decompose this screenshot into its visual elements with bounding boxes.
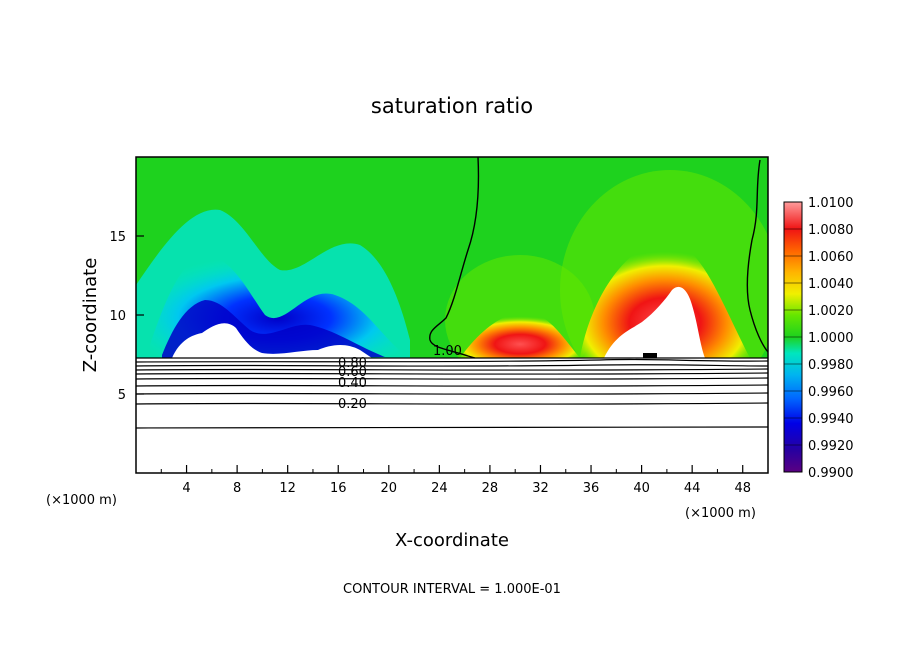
x-tick-label: 16 bbox=[330, 481, 347, 496]
x-tick-label: 32 bbox=[532, 481, 549, 496]
colorbar-ticks: 0.9900 0.9920 0.9940 0.9960 0.9980 1.0000 1.00… bbox=[784, 196, 854, 481]
y-axis-label: Z-coordinate bbox=[80, 258, 101, 373]
chart-title: saturation ratio bbox=[371, 94, 533, 118]
x-axis-label: X-coordinate bbox=[395, 530, 509, 551]
x-unit-label-left: (×1000 m) bbox=[46, 493, 117, 508]
y-axis-ticks: 5 10 15 bbox=[109, 230, 144, 403]
x-tick-label: 12 bbox=[279, 481, 296, 496]
cloud-region-left bbox=[172, 323, 372, 358]
x-tick-label: 20 bbox=[381, 481, 398, 496]
colorbar-tick-label: 1.0060 bbox=[808, 250, 854, 265]
plot-area bbox=[136, 157, 768, 473]
cloud-region-right bbox=[604, 286, 705, 358]
moist-region-left bbox=[460, 311, 580, 358]
colorbar-tick-label: 1.0080 bbox=[808, 223, 854, 238]
x-unit-label-right: (×1000 m) bbox=[685, 506, 756, 521]
x-tick-label: 4 bbox=[182, 481, 190, 496]
colorbar-tick-label: 0.9960 bbox=[808, 385, 854, 400]
x-tick-label: 40 bbox=[633, 481, 650, 496]
colorbar-tick-label: 0.9900 bbox=[808, 466, 854, 481]
contour-label: 0.40 bbox=[338, 376, 367, 391]
contour-label: 1.00 bbox=[433, 344, 462, 359]
x-tick-label: 44 bbox=[684, 481, 701, 496]
contour-1.00-right bbox=[746, 159, 768, 353]
colorbar-tick-label: 1.0000 bbox=[808, 331, 854, 346]
contour-label: 0.60 bbox=[338, 365, 367, 380]
y-tick-label: 5 bbox=[118, 388, 126, 403]
contour-1.00 bbox=[429, 157, 480, 359]
x-tick-label: 28 bbox=[482, 481, 499, 496]
colorbar-tick-label: 0.9920 bbox=[808, 439, 854, 454]
colorbar-tick-label: 0.9940 bbox=[808, 412, 854, 427]
x-tick-label: 24 bbox=[431, 481, 448, 496]
x-axis-ticks: 4 8 12 16 20 24 28 32 36 40 44 48 bbox=[160, 465, 751, 496]
x-tick-label: 48 bbox=[734, 481, 751, 496]
contour-label: 0.20 bbox=[338, 397, 367, 412]
y-tick-label: 10 bbox=[109, 309, 126, 324]
colorbar-tick-label: 1.0100 bbox=[808, 196, 854, 211]
x-tick-label: 8 bbox=[233, 481, 241, 496]
contour-interval-note: CONTOUR INTERVAL = 1.000E-01 bbox=[343, 582, 561, 597]
x-tick-label: 36 bbox=[583, 481, 600, 496]
colorbar-tick-label: 1.0040 bbox=[808, 277, 854, 292]
lower-layer bbox=[136, 358, 768, 473]
colorbar-tick-label: 1.0020 bbox=[808, 304, 854, 319]
colorbar-tick-label: 0.9980 bbox=[808, 358, 854, 373]
moist-region-right bbox=[580, 240, 750, 358]
contour-label: 0.80 bbox=[338, 356, 367, 371]
small-feature bbox=[643, 353, 657, 358]
contour-lines bbox=[136, 357, 768, 429]
y-tick-label: 15 bbox=[109, 230, 126, 245]
